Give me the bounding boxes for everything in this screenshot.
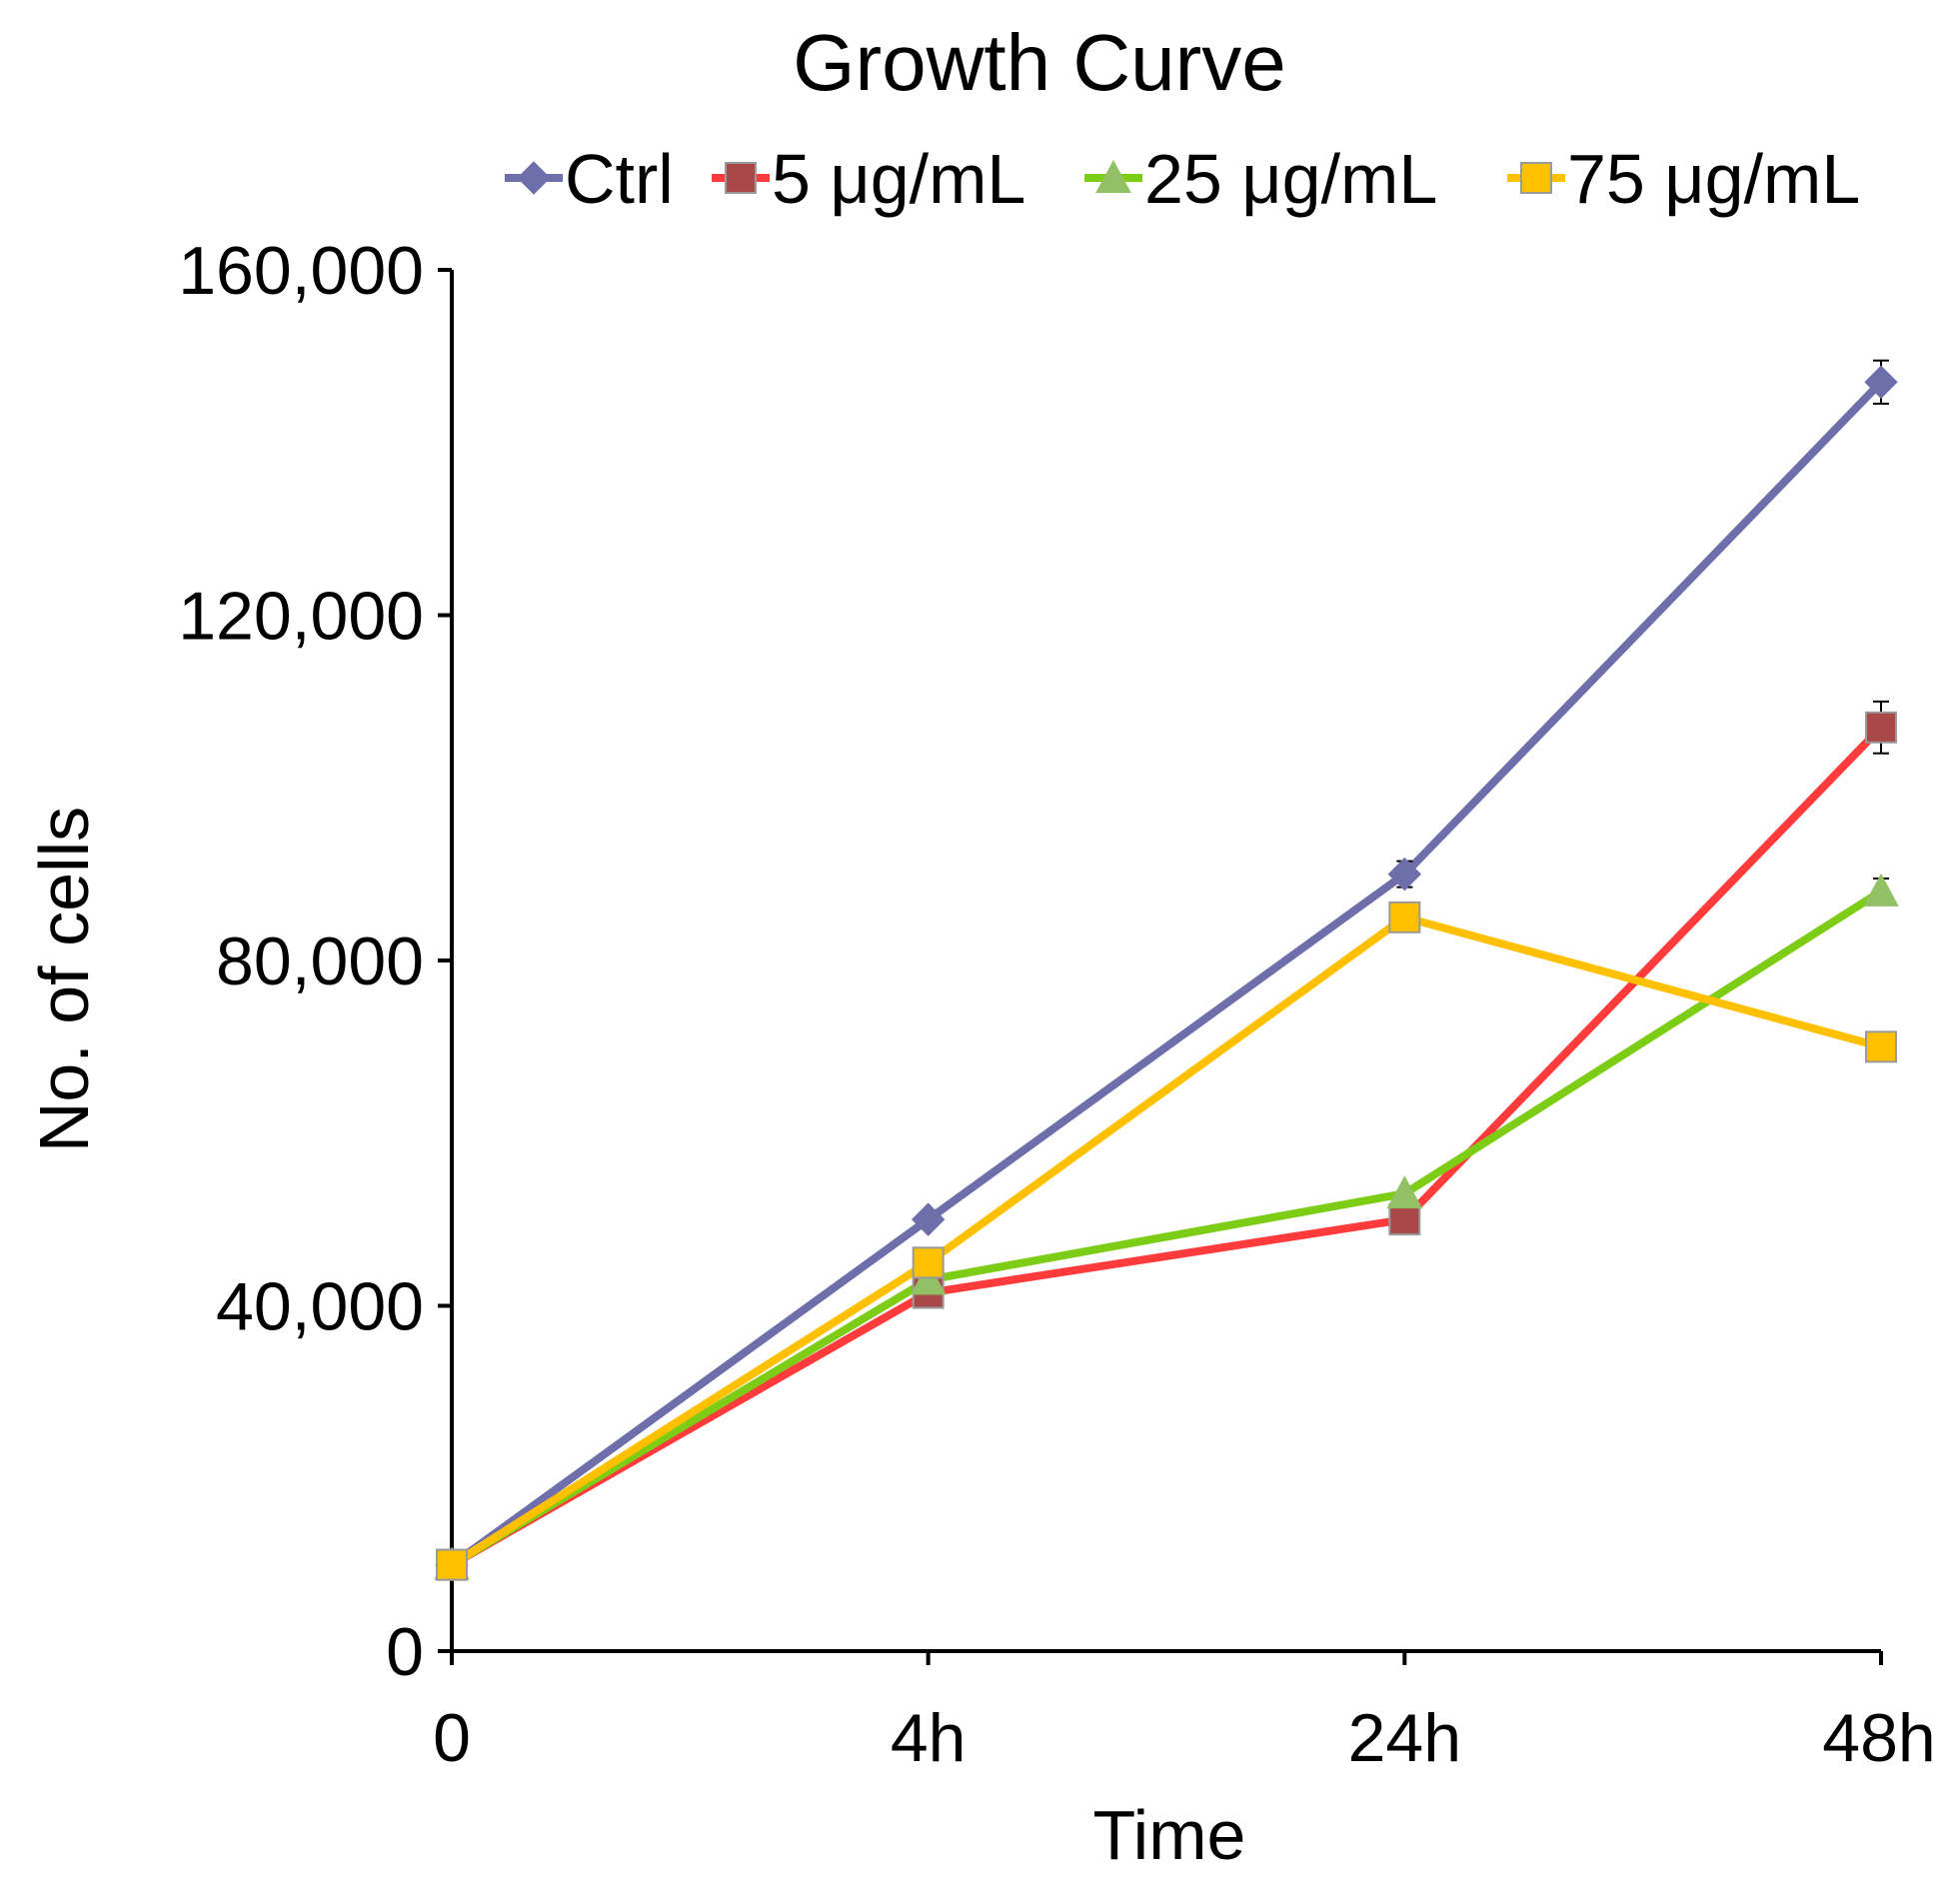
series-lines [448, 378, 1885, 1569]
x-tick-label: 48h [1822, 1700, 1935, 1776]
data-point-25-ug-ml [1386, 1175, 1423, 1209]
data-point-ctrl [1864, 365, 1898, 399]
data-point-ctrl [911, 1202, 946, 1236]
series-line-5-ug-ml [448, 723, 1885, 1569]
y-tick-label: 120,000 [178, 579, 424, 655]
legend-item-25-ug-ml: 25 μg/mL [1084, 140, 1437, 218]
chart-title: Growth Curve [793, 18, 1285, 107]
x-axis-label: Time [1093, 1796, 1246, 1874]
legend-item-ctrl: Ctrl [505, 140, 674, 218]
legend-item-75-ug-ml: 75 μg/mL [1507, 140, 1860, 218]
y-tick-label: 160,000 [178, 233, 424, 309]
legend: Ctrl 5 μg/mL 25 μg/mL 75 μg/mL [505, 140, 1860, 218]
data-point-ctrl [1387, 857, 1422, 892]
legend-swatch-marker [725, 162, 757, 194]
y-tick-label: 80,000 [216, 924, 424, 999]
y-tick-label: 0 [386, 1614, 424, 1690]
legend-swatch-marker [517, 161, 551, 195]
x-axis: 0 4h 24h 48h [433, 1649, 1936, 1776]
x-tick-label: 0 [433, 1700, 471, 1776]
data-point-75-ug-ml [912, 1246, 945, 1279]
series-markers [434, 359, 1899, 1582]
y-axis-label: No. of cells [25, 807, 103, 1152]
legend-label: 25 μg/mL [1144, 140, 1437, 218]
data-point-5-ug-ml [1388, 1203, 1421, 1236]
legend-label: 5 μg/mL [772, 140, 1025, 218]
series-line-25-ug-ml [448, 887, 1885, 1569]
data-point-75-ug-ml [1388, 901, 1421, 934]
y-axis: 0 40,000 80,000 120,000 160,000 [178, 233, 454, 1690]
legend-label: 75 μg/mL [1567, 140, 1860, 218]
legend-label: Ctrl [565, 140, 674, 218]
y-tick-label: 40,000 [216, 1269, 424, 1345]
legend-item-5-ug-ml: 5 μg/mL [712, 140, 1025, 218]
data-point-75-ug-ml [436, 1548, 468, 1581]
x-tick-label: 24h [1348, 1700, 1461, 1776]
legend-swatch-marker [1520, 162, 1552, 194]
series-line-75-ug-ml [448, 913, 1885, 1569]
data-point-5-ug-ml [1865, 711, 1897, 744]
legend-swatch-marker [1095, 159, 1131, 193]
series-line-ctrl [448, 378, 1885, 1569]
x-tick-label: 4h [891, 1700, 967, 1776]
data-point-75-ug-ml [1865, 1030, 1897, 1063]
data-point-25-ug-ml [1863, 873, 1899, 907]
